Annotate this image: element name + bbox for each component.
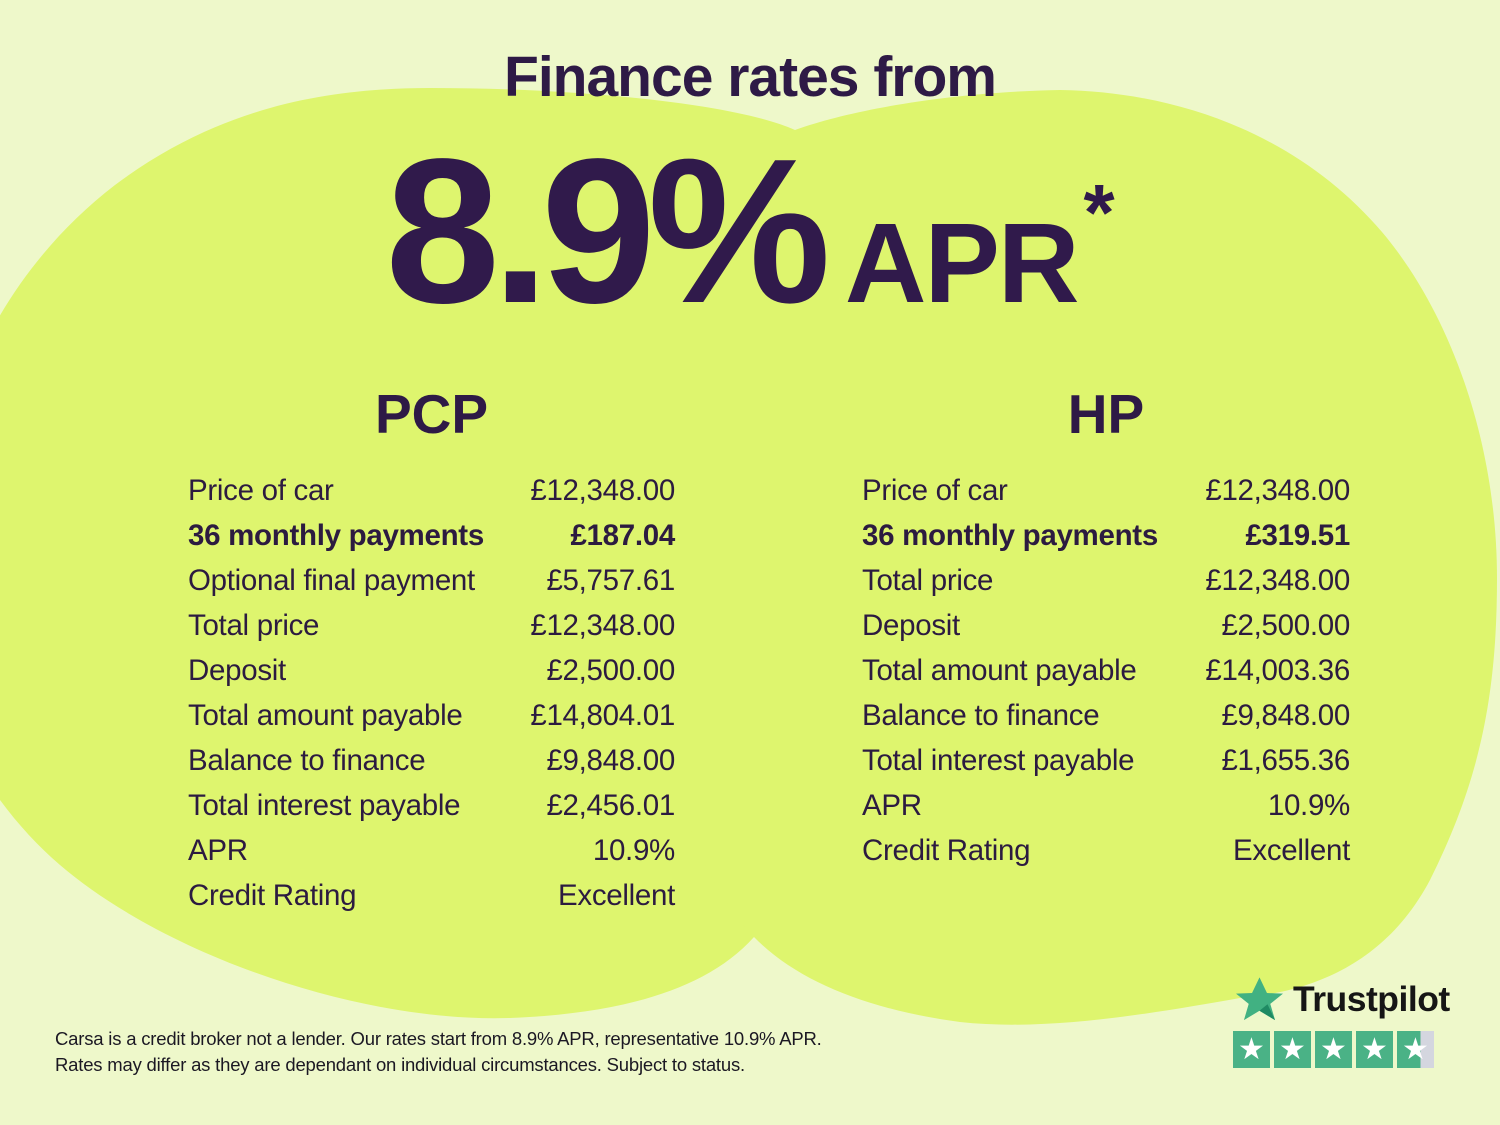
rating-star-box: ★: [1315, 1031, 1352, 1068]
row-value: £12,348.00: [1205, 473, 1350, 507]
table-row: Deposit £2,500.00: [862, 603, 1350, 648]
trustpilot-star-icon: [1236, 977, 1283, 1021]
row-value: £14,003.36: [1205, 653, 1350, 687]
row-label: Total price: [862, 563, 994, 597]
row-label: Credit Rating: [862, 833, 1031, 867]
row-value: £14,804.01: [530, 698, 675, 732]
left-blob-circle: [0, 88, 901, 1019]
table-row: Optional final payment £5,757.61: [188, 558, 675, 603]
table-row: Total amount payable £14,804.01: [188, 693, 675, 738]
star-icon: ★: [1402, 1032, 1429, 1067]
row-label: APR: [188, 833, 248, 867]
hp-rows: Price of car £12,348.00 36 monthly payme…: [862, 468, 1350, 873]
row-value: £2,500.00: [546, 653, 675, 687]
rating-star-box: ★: [1233, 1031, 1270, 1068]
row-value: £319.51: [1245, 518, 1350, 552]
row-label: APR: [862, 788, 922, 822]
rating-star-box: ★: [1274, 1031, 1311, 1068]
trustpilot-rating: ★ ★ ★ ★ ★: [1233, 1031, 1434, 1068]
pcp-rows: Price of car £12,348.00 36 monthly payme…: [188, 468, 675, 918]
rating-star-box: ★: [1356, 1031, 1393, 1068]
row-value: £12,348.00: [1205, 563, 1350, 597]
row-value: £9,848.00: [546, 743, 675, 777]
pcp-table: PCP Price of car £12,348.00 36 monthly p…: [188, 383, 675, 918]
right-blob-circle: [668, 90, 1497, 1025]
table-row: Total price £12,348.00: [862, 558, 1350, 603]
row-value: £1,655.36: [1221, 743, 1350, 777]
table-row: APR 10.9%: [862, 783, 1350, 828]
table-row: Price of car £12,348.00: [188, 468, 675, 513]
row-value: Excellent: [1233, 833, 1350, 867]
disclaimer-line-2: Rates may differ as they are dependant o…: [55, 1053, 745, 1075]
table-row: 36 monthly payments £319.51: [862, 513, 1350, 558]
table-row: Balance to finance £9,848.00: [862, 693, 1350, 738]
row-value: £2,500.00: [1221, 608, 1350, 642]
row-label: Deposit: [188, 653, 286, 687]
row-label: Total amount payable: [188, 698, 463, 732]
row-label: Balance to finance: [862, 698, 1100, 732]
row-label: Optional final payment: [188, 563, 475, 597]
pcp-heading: PCP: [374, 383, 489, 445]
hp-table: HP Price of car £12,348.00 36 monthly pa…: [862, 383, 1350, 873]
row-label: Total price: [188, 608, 320, 642]
trustpilot-wordmark: Trustpilot: [1293, 979, 1450, 1019]
disclaimer: Carsa is a credit broker not a lender. O…: [55, 1026, 822, 1077]
row-label: Total amount payable: [862, 653, 1137, 687]
table-row: Deposit £2,500.00: [188, 648, 675, 693]
row-value: 10.9%: [1267, 788, 1350, 822]
row-label: Balance to finance: [188, 743, 426, 777]
row-value: £5,757.61: [546, 563, 675, 597]
table-row: Credit Rating Excellent: [862, 828, 1350, 873]
row-label: Total interest payable: [862, 743, 1135, 777]
row-value: Excellent: [558, 878, 675, 912]
table-row: Total interest payable £1,655.36: [862, 738, 1350, 783]
row-value: £12,348.00: [530, 473, 675, 507]
table-row: Price of car £12,348.00: [862, 468, 1350, 513]
row-label: 36 monthly payments: [862, 518, 1158, 552]
star-icon: ★: [1238, 1032, 1265, 1067]
row-label: Credit Rating: [188, 878, 357, 912]
rate-value: 8.9%: [385, 116, 831, 346]
table-row: 36 monthly payments £187.04: [188, 513, 675, 558]
row-value: £12,348.00: [530, 608, 675, 642]
rate-unit: APR: [844, 200, 1080, 326]
star-icon: ★: [1279, 1032, 1306, 1067]
rating-star-box-partial: ★: [1397, 1031, 1434, 1068]
row-label: Price of car: [188, 473, 334, 507]
row-value: £2,456.01: [546, 788, 675, 822]
disclaimer-line-1: Carsa is a credit broker not a lender. O…: [55, 1028, 822, 1049]
table-row: APR 10.9%: [188, 828, 675, 873]
table-row: Balance to finance £9,848.00: [188, 738, 675, 783]
star-icon: ★: [1361, 1032, 1388, 1067]
page-title: Finance rates from: [504, 45, 997, 109]
trustpilot-logo: Trustpilot: [1236, 977, 1450, 1022]
row-value: £187.04: [570, 518, 675, 552]
table-row: Credit Rating Excellent: [188, 873, 675, 918]
table-row: Total interest payable £2,456.01: [188, 783, 675, 828]
row-label: Price of car: [862, 473, 1008, 507]
table-row: Total amount payable £14,003.36: [862, 648, 1350, 693]
row-label: Total interest payable: [188, 788, 461, 822]
table-row: Total price £12,348.00: [188, 603, 675, 648]
row-label: 36 monthly payments: [188, 518, 484, 552]
row-value: 10.9%: [592, 833, 675, 867]
star-icon: ★: [1320, 1032, 1347, 1067]
rate-footnote-asterisk: *: [1083, 168, 1115, 257]
hp-heading: HP: [1067, 383, 1145, 445]
headline-rate: 8.9% APR *: [0, 128, 1500, 334]
row-value: £9,848.00: [1221, 698, 1350, 732]
row-label: Deposit: [862, 608, 960, 642]
